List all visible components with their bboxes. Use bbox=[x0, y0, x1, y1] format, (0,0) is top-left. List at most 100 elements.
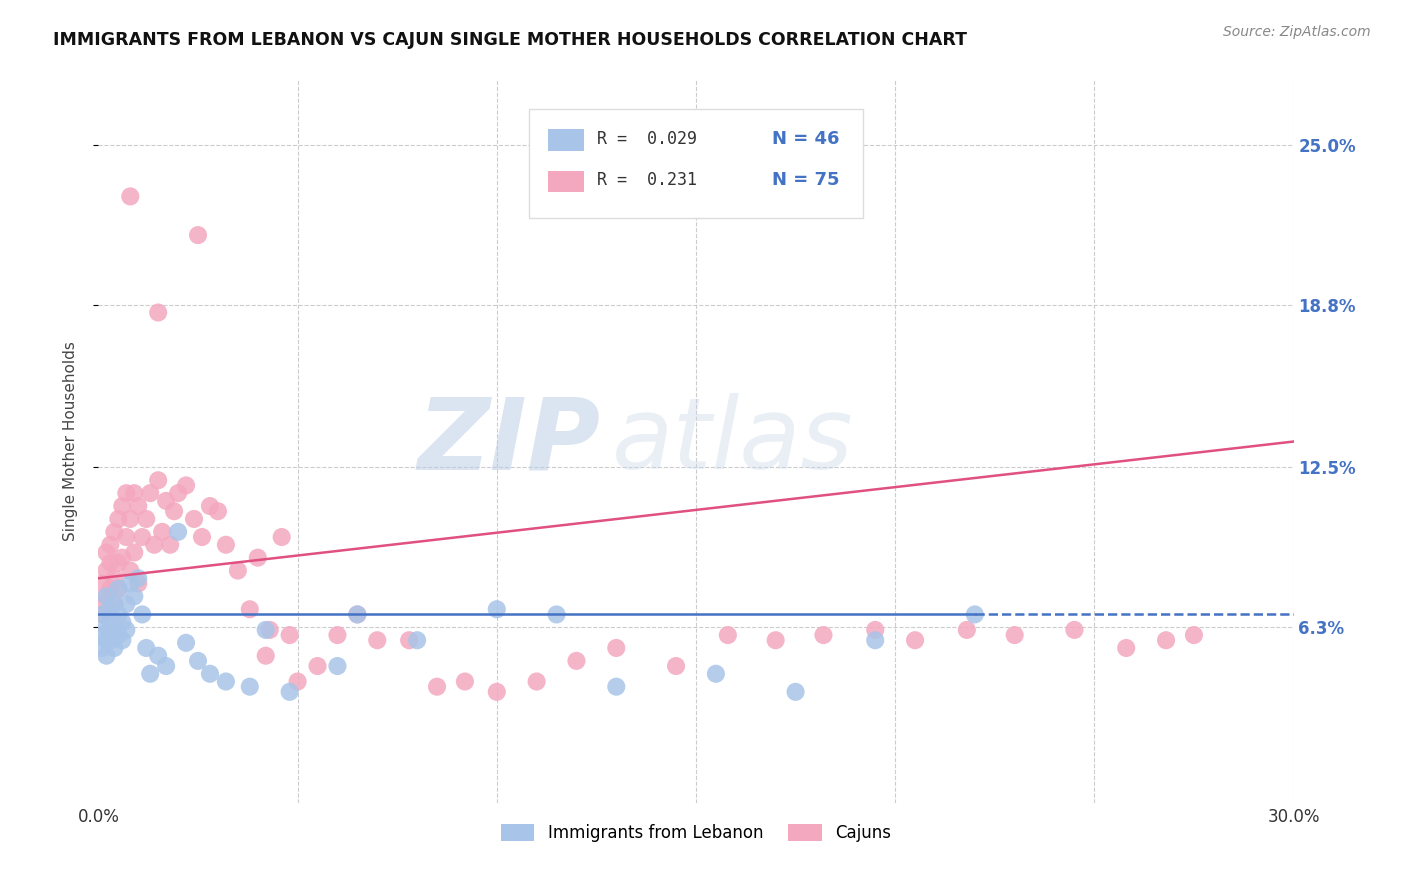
Point bbox=[605, 640, 627, 655]
Point bbox=[326, 628, 349, 642]
Point bbox=[127, 571, 149, 585]
FancyBboxPatch shape bbox=[548, 170, 583, 193]
Point bbox=[785, 685, 807, 699]
Text: ZIP: ZIP bbox=[418, 393, 600, 490]
Point bbox=[254, 648, 277, 663]
Point bbox=[865, 633, 887, 648]
Point bbox=[148, 648, 170, 663]
Point bbox=[215, 674, 238, 689]
Point bbox=[107, 607, 129, 622]
Point bbox=[346, 607, 368, 622]
Point bbox=[163, 504, 186, 518]
Point bbox=[148, 305, 170, 319]
Point bbox=[287, 674, 309, 689]
Point bbox=[96, 590, 118, 604]
Point bbox=[454, 674, 477, 689]
Point bbox=[159, 538, 181, 552]
Point bbox=[956, 623, 979, 637]
Point bbox=[307, 659, 329, 673]
Point bbox=[278, 628, 301, 642]
Point bbox=[96, 564, 118, 578]
FancyBboxPatch shape bbox=[529, 109, 863, 218]
Point bbox=[103, 571, 125, 585]
Point bbox=[98, 602, 122, 616]
Point bbox=[91, 628, 114, 642]
Point bbox=[127, 499, 149, 513]
Point bbox=[183, 512, 205, 526]
Point bbox=[963, 607, 986, 622]
Point bbox=[406, 633, 429, 648]
Point bbox=[135, 512, 157, 526]
Point bbox=[546, 607, 568, 622]
Text: atlas: atlas bbox=[613, 393, 853, 490]
Point bbox=[526, 674, 548, 689]
Point bbox=[717, 628, 740, 642]
Point bbox=[765, 633, 787, 648]
Point bbox=[103, 597, 125, 611]
Point bbox=[131, 530, 153, 544]
Point bbox=[366, 633, 388, 648]
Point bbox=[1004, 628, 1026, 642]
Point bbox=[813, 628, 835, 642]
Point bbox=[91, 640, 114, 655]
Point bbox=[127, 576, 149, 591]
Point bbox=[1154, 633, 1177, 648]
Point bbox=[485, 602, 508, 616]
Point bbox=[150, 524, 173, 539]
Point bbox=[107, 556, 129, 570]
Point bbox=[107, 582, 129, 596]
Point bbox=[91, 607, 114, 622]
Point bbox=[198, 666, 221, 681]
Point bbox=[120, 564, 142, 578]
Point bbox=[167, 486, 190, 500]
Point bbox=[174, 478, 197, 492]
Point bbox=[107, 512, 129, 526]
Point bbox=[1115, 640, 1137, 655]
Point bbox=[246, 550, 269, 565]
Point bbox=[111, 633, 134, 648]
Point bbox=[665, 659, 688, 673]
Point bbox=[111, 550, 134, 565]
Point bbox=[1063, 623, 1085, 637]
Legend: Immigrants from Lebanon, Cajuns: Immigrants from Lebanon, Cajuns bbox=[495, 817, 897, 848]
FancyBboxPatch shape bbox=[548, 129, 583, 151]
Point bbox=[115, 597, 138, 611]
Point bbox=[111, 615, 134, 630]
Point bbox=[565, 654, 588, 668]
Point bbox=[426, 680, 449, 694]
Point bbox=[120, 576, 142, 591]
Point bbox=[103, 524, 125, 539]
Point bbox=[904, 633, 927, 648]
Point bbox=[120, 189, 142, 203]
Point bbox=[270, 530, 292, 544]
Point bbox=[98, 556, 122, 570]
Point bbox=[259, 623, 281, 637]
Point bbox=[198, 499, 221, 513]
Point bbox=[155, 494, 177, 508]
Point bbox=[398, 633, 420, 648]
Point bbox=[191, 530, 214, 544]
Point bbox=[96, 545, 118, 559]
Point bbox=[103, 640, 125, 655]
Point bbox=[139, 666, 162, 681]
Point bbox=[98, 633, 122, 648]
Point bbox=[103, 620, 125, 634]
Point bbox=[96, 590, 118, 604]
Point bbox=[91, 607, 114, 622]
Point bbox=[124, 590, 146, 604]
Point bbox=[704, 666, 727, 681]
Text: R =  0.029: R = 0.029 bbox=[596, 130, 697, 148]
Point bbox=[148, 473, 170, 487]
Point bbox=[174, 636, 197, 650]
Point bbox=[115, 486, 138, 500]
Point bbox=[115, 530, 138, 544]
Point bbox=[131, 607, 153, 622]
Point bbox=[96, 633, 118, 648]
Point bbox=[124, 486, 146, 500]
Point bbox=[226, 564, 249, 578]
Point bbox=[91, 576, 114, 591]
Point bbox=[239, 680, 262, 694]
Point bbox=[120, 512, 142, 526]
Point bbox=[107, 628, 129, 642]
Point bbox=[485, 685, 508, 699]
